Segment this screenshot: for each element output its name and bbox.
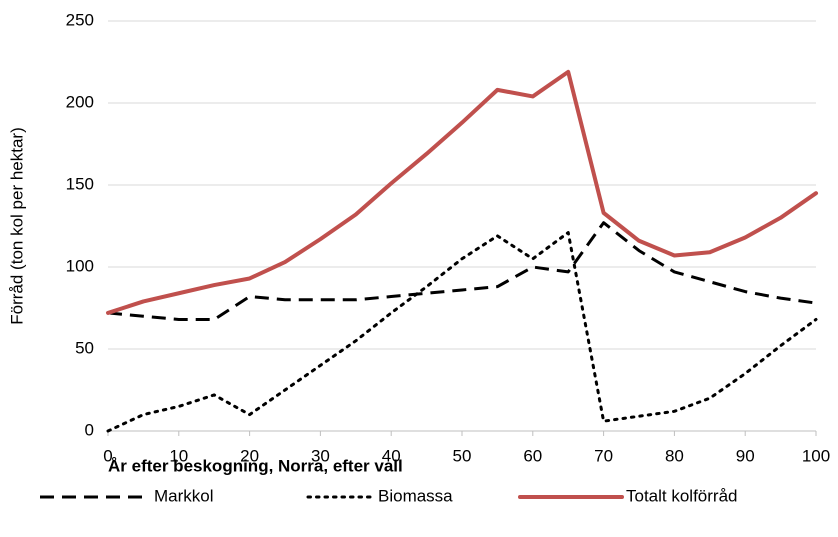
y-tick-label: 150 <box>66 174 94 193</box>
line-series <box>106 231 818 433</box>
x-axis-label: År efter beskogning, Norra, efter vall <box>108 456 403 475</box>
x-tick-label: 90 <box>736 446 755 465</box>
x-tick-label: 30 <box>311 446 330 465</box>
x-tick-label: 60 <box>523 446 542 465</box>
y-tick-label: 200 <box>66 92 94 111</box>
legend-label: Biomassa <box>378 486 453 505</box>
x-tick-label: 80 <box>665 446 684 465</box>
line-series <box>107 221 817 321</box>
y-tick-label: 100 <box>66 256 94 275</box>
y-tick-label: 0 <box>85 420 94 439</box>
x-tick-label: 100 <box>802 446 830 465</box>
y-tick-label: 250 <box>66 10 94 29</box>
x-tick-label: 10 <box>169 446 188 465</box>
x-tick-label: 50 <box>453 446 472 465</box>
legend-label: Markkol <box>154 486 214 505</box>
y-axis-label: Förråd (ton kol per hektar) <box>7 127 26 324</box>
legend-label: Totalt kolförråd <box>626 486 738 505</box>
x-tick-label: 20 <box>240 446 259 465</box>
x-tick-label: 70 <box>594 446 613 465</box>
x-tick-label: 0 <box>103 446 112 465</box>
line-series <box>106 69 818 315</box>
x-tick-label: 40 <box>382 446 401 465</box>
y-tick-label: 50 <box>75 338 94 357</box>
